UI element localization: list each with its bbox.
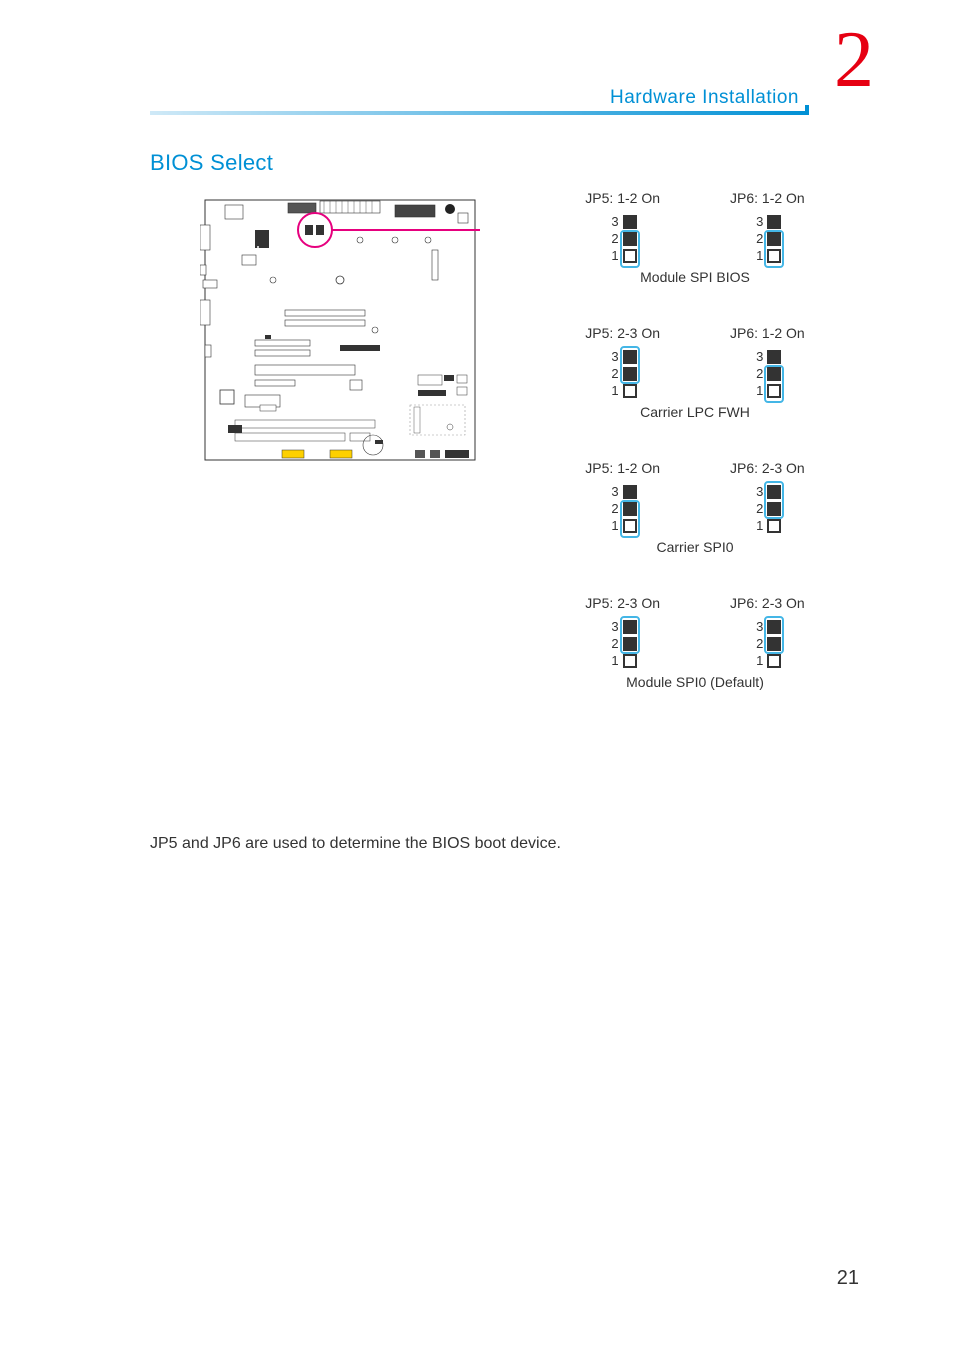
jumper-bridge-icon — [764, 616, 784, 654]
jumper-caption: Carrier SPI0 — [530, 539, 860, 555]
body-text: JP5 and JP6 are used to determine the BI… — [150, 835, 561, 853]
jumper-caption: Module SPI0 (Default) — [530, 674, 860, 690]
chapter-header: Hardware Installation 2 — [150, 40, 864, 115]
chapter-tick — [805, 105, 809, 115]
jp5-title: JP5: 1-2 On — [585, 460, 660, 476]
chapter-bar — [150, 111, 809, 115]
jumper-config-module-spi0-default: JP5: 2-3 On 3 2 1 JP6: 2-3 On 3 2 1 Modu… — [530, 595, 860, 690]
chapter-number: 2 — [834, 20, 874, 100]
board-svg — [200, 195, 480, 465]
jp5-title: JP5: 2-3 On — [585, 595, 660, 611]
jumper-config-module-spi-bios: JP5: 1-2 On 3 2 1 JP6: 1-2 On 3 2 1 Modu… — [530, 190, 860, 285]
jumper-bridge-icon — [764, 365, 784, 403]
jumper-bridge-icon — [620, 230, 640, 268]
jumper-caption: Module SPI BIOS — [530, 269, 860, 285]
jp6-title: JP6: 1-2 On — [730, 190, 805, 206]
jp5-title: JP5: 1-2 On — [585, 190, 660, 206]
jp6-title: JP6: 2-3 On — [730, 595, 805, 611]
section-title: BIOS Select — [150, 150, 273, 176]
jumper-configs: JP5: 1-2 On 3 2 1 JP6: 1-2 On 3 2 1 Modu… — [530, 190, 860, 730]
motherboard-diagram — [200, 195, 480, 465]
jumper-bridge-icon — [620, 500, 640, 538]
page-number: 21 — [837, 1267, 859, 1290]
jp6-title: JP6: 2-3 On — [730, 460, 805, 476]
jumper-bridge-icon — [620, 346, 640, 384]
jumper-bridge-icon — [764, 481, 784, 519]
chapter-label: Hardware Installation — [610, 87, 799, 109]
jumper-bridge-icon — [764, 230, 784, 268]
jumper-config-carrier-lpc-fwh: JP5: 2-3 On 3 2 1 JP6: 1-2 On 3 2 1 Carr… — [530, 325, 860, 420]
jumper-config-carrier-spi0: JP5: 1-2 On 3 2 1 JP6: 2-3 On 3 2 1 Carr… — [530, 460, 860, 555]
jumper-bridge-icon — [620, 616, 640, 654]
jp6-title: JP6: 1-2 On — [730, 325, 805, 341]
jp5-title: JP5: 2-3 On — [585, 325, 660, 341]
jumper-caption: Carrier LPC FWH — [530, 404, 860, 420]
